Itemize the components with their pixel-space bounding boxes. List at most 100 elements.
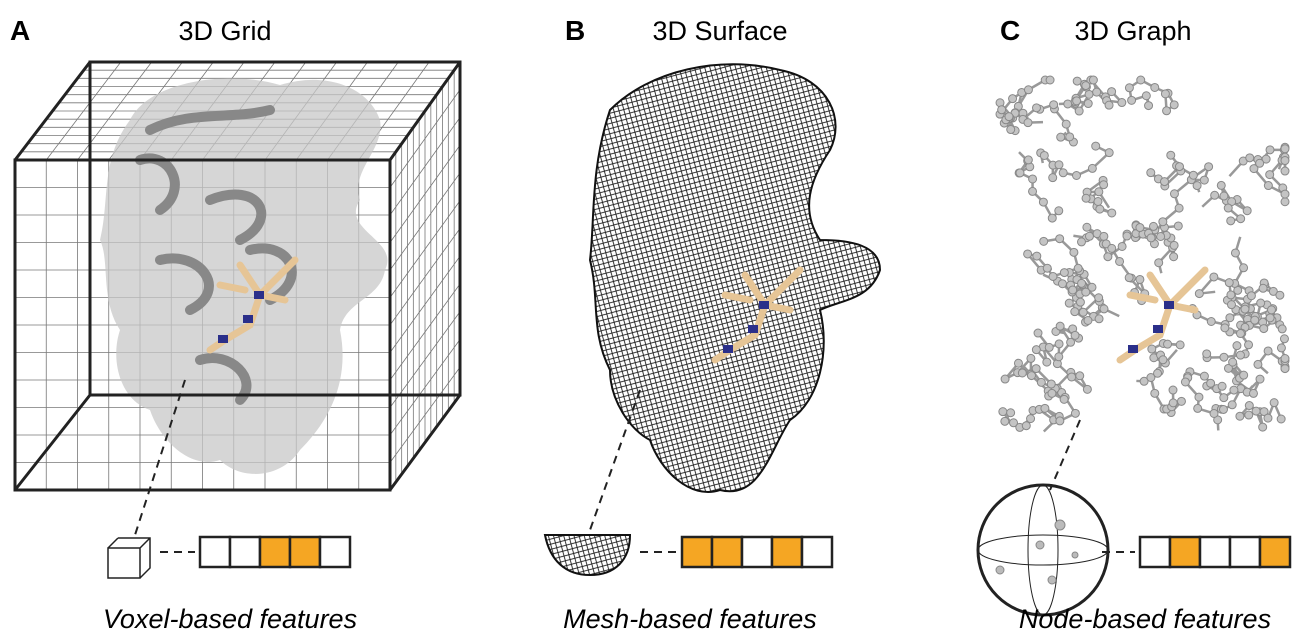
atom: [1251, 316, 1259, 324]
atom: [1281, 167, 1289, 175]
atom: [1024, 119, 1032, 127]
atom: [1142, 92, 1150, 100]
atom: [1005, 113, 1013, 121]
atom: [1245, 341, 1253, 349]
atom: [1227, 217, 1235, 225]
atom: [1024, 156, 1032, 164]
atom: [1082, 82, 1090, 90]
atom: [1009, 95, 1017, 103]
atom: [1059, 169, 1067, 177]
atom: [1154, 369, 1162, 377]
atom: [1100, 232, 1108, 240]
feature-vector: [682, 537, 832, 567]
atom: [1022, 422, 1030, 430]
atom: [1040, 237, 1048, 245]
atom: [1043, 264, 1051, 272]
atom: [1060, 269, 1068, 277]
atom: [1085, 232, 1093, 240]
atom: [1247, 292, 1255, 300]
atom: [1170, 241, 1178, 249]
atom: [1228, 401, 1236, 409]
atom: [1027, 372, 1035, 380]
atom: [1034, 329, 1042, 337]
atom: [1225, 279, 1233, 287]
panel-title: 3D Grid: [178, 16, 271, 46]
panel-letter: B: [565, 15, 585, 46]
atom: [1181, 378, 1189, 386]
atom: [1056, 322, 1064, 330]
panel-letter: A: [10, 15, 30, 46]
atom: [1095, 294, 1103, 302]
atom: [1037, 378, 1045, 386]
atom: [1270, 399, 1278, 407]
atom: [1128, 96, 1136, 104]
atom: [1014, 359, 1022, 367]
voxel-icon: [108, 538, 150, 578]
atom: [1040, 151, 1048, 159]
atom: [1264, 347, 1272, 355]
sphere-icon: [978, 485, 1108, 615]
atom: [1108, 244, 1116, 252]
atom: [1205, 163, 1213, 171]
atom: [1060, 395, 1068, 403]
atom: [1056, 417, 1064, 425]
atom: [1105, 149, 1113, 157]
atom: [1252, 407, 1260, 415]
atom: [1123, 232, 1131, 240]
atom: [1176, 341, 1184, 349]
atom: [1164, 340, 1172, 348]
atom: [1024, 86, 1032, 94]
atom: [1170, 253, 1178, 261]
atom: [1032, 365, 1040, 373]
atom: [1149, 222, 1157, 230]
atom: [1092, 142, 1100, 150]
atom: [1072, 172, 1080, 180]
atom: [1136, 275, 1144, 283]
atom: [1070, 248, 1078, 256]
atom: [1195, 393, 1203, 401]
atom: [1043, 358, 1051, 366]
atom: [1058, 280, 1066, 288]
atom: [1151, 389, 1159, 397]
atom: [1276, 291, 1284, 299]
atom: [1074, 264, 1082, 272]
atom: [1169, 399, 1177, 407]
atom: [1281, 157, 1289, 165]
atom: [1217, 181, 1225, 189]
atom: [1067, 338, 1075, 346]
atom: [1256, 159, 1264, 167]
atom: [1041, 404, 1049, 412]
atom: [1057, 133, 1065, 141]
panel-caption: Node-based features: [1019, 604, 1271, 634]
atom: [1032, 104, 1040, 112]
atom: [1083, 223, 1091, 231]
atom: [1094, 197, 1102, 205]
atom: [1073, 77, 1081, 85]
atom: [1161, 178, 1169, 186]
atom: [1046, 76, 1054, 84]
atom: [1075, 107, 1083, 115]
atom: [1032, 346, 1040, 354]
atom: [1056, 235, 1064, 243]
atom: [1207, 318, 1215, 326]
atom: [1082, 288, 1090, 296]
atom: [998, 106, 1006, 114]
atom: [1227, 301, 1235, 309]
atom: [1096, 205, 1104, 213]
atom: [1027, 415, 1035, 423]
atom: [1240, 371, 1248, 379]
atom: [1233, 342, 1241, 350]
atom: [1200, 372, 1208, 380]
atom: [1218, 382, 1226, 390]
atom: [1169, 386, 1177, 394]
atom: [1281, 355, 1289, 363]
atom: [1071, 308, 1079, 316]
atom: [1024, 250, 1032, 258]
atom: [1219, 405, 1227, 413]
atom: [1159, 218, 1167, 226]
atom: [1236, 412, 1244, 420]
atom: [1076, 298, 1084, 306]
atom: [1254, 360, 1262, 368]
atom: [1016, 169, 1024, 177]
atom: [1105, 101, 1113, 109]
